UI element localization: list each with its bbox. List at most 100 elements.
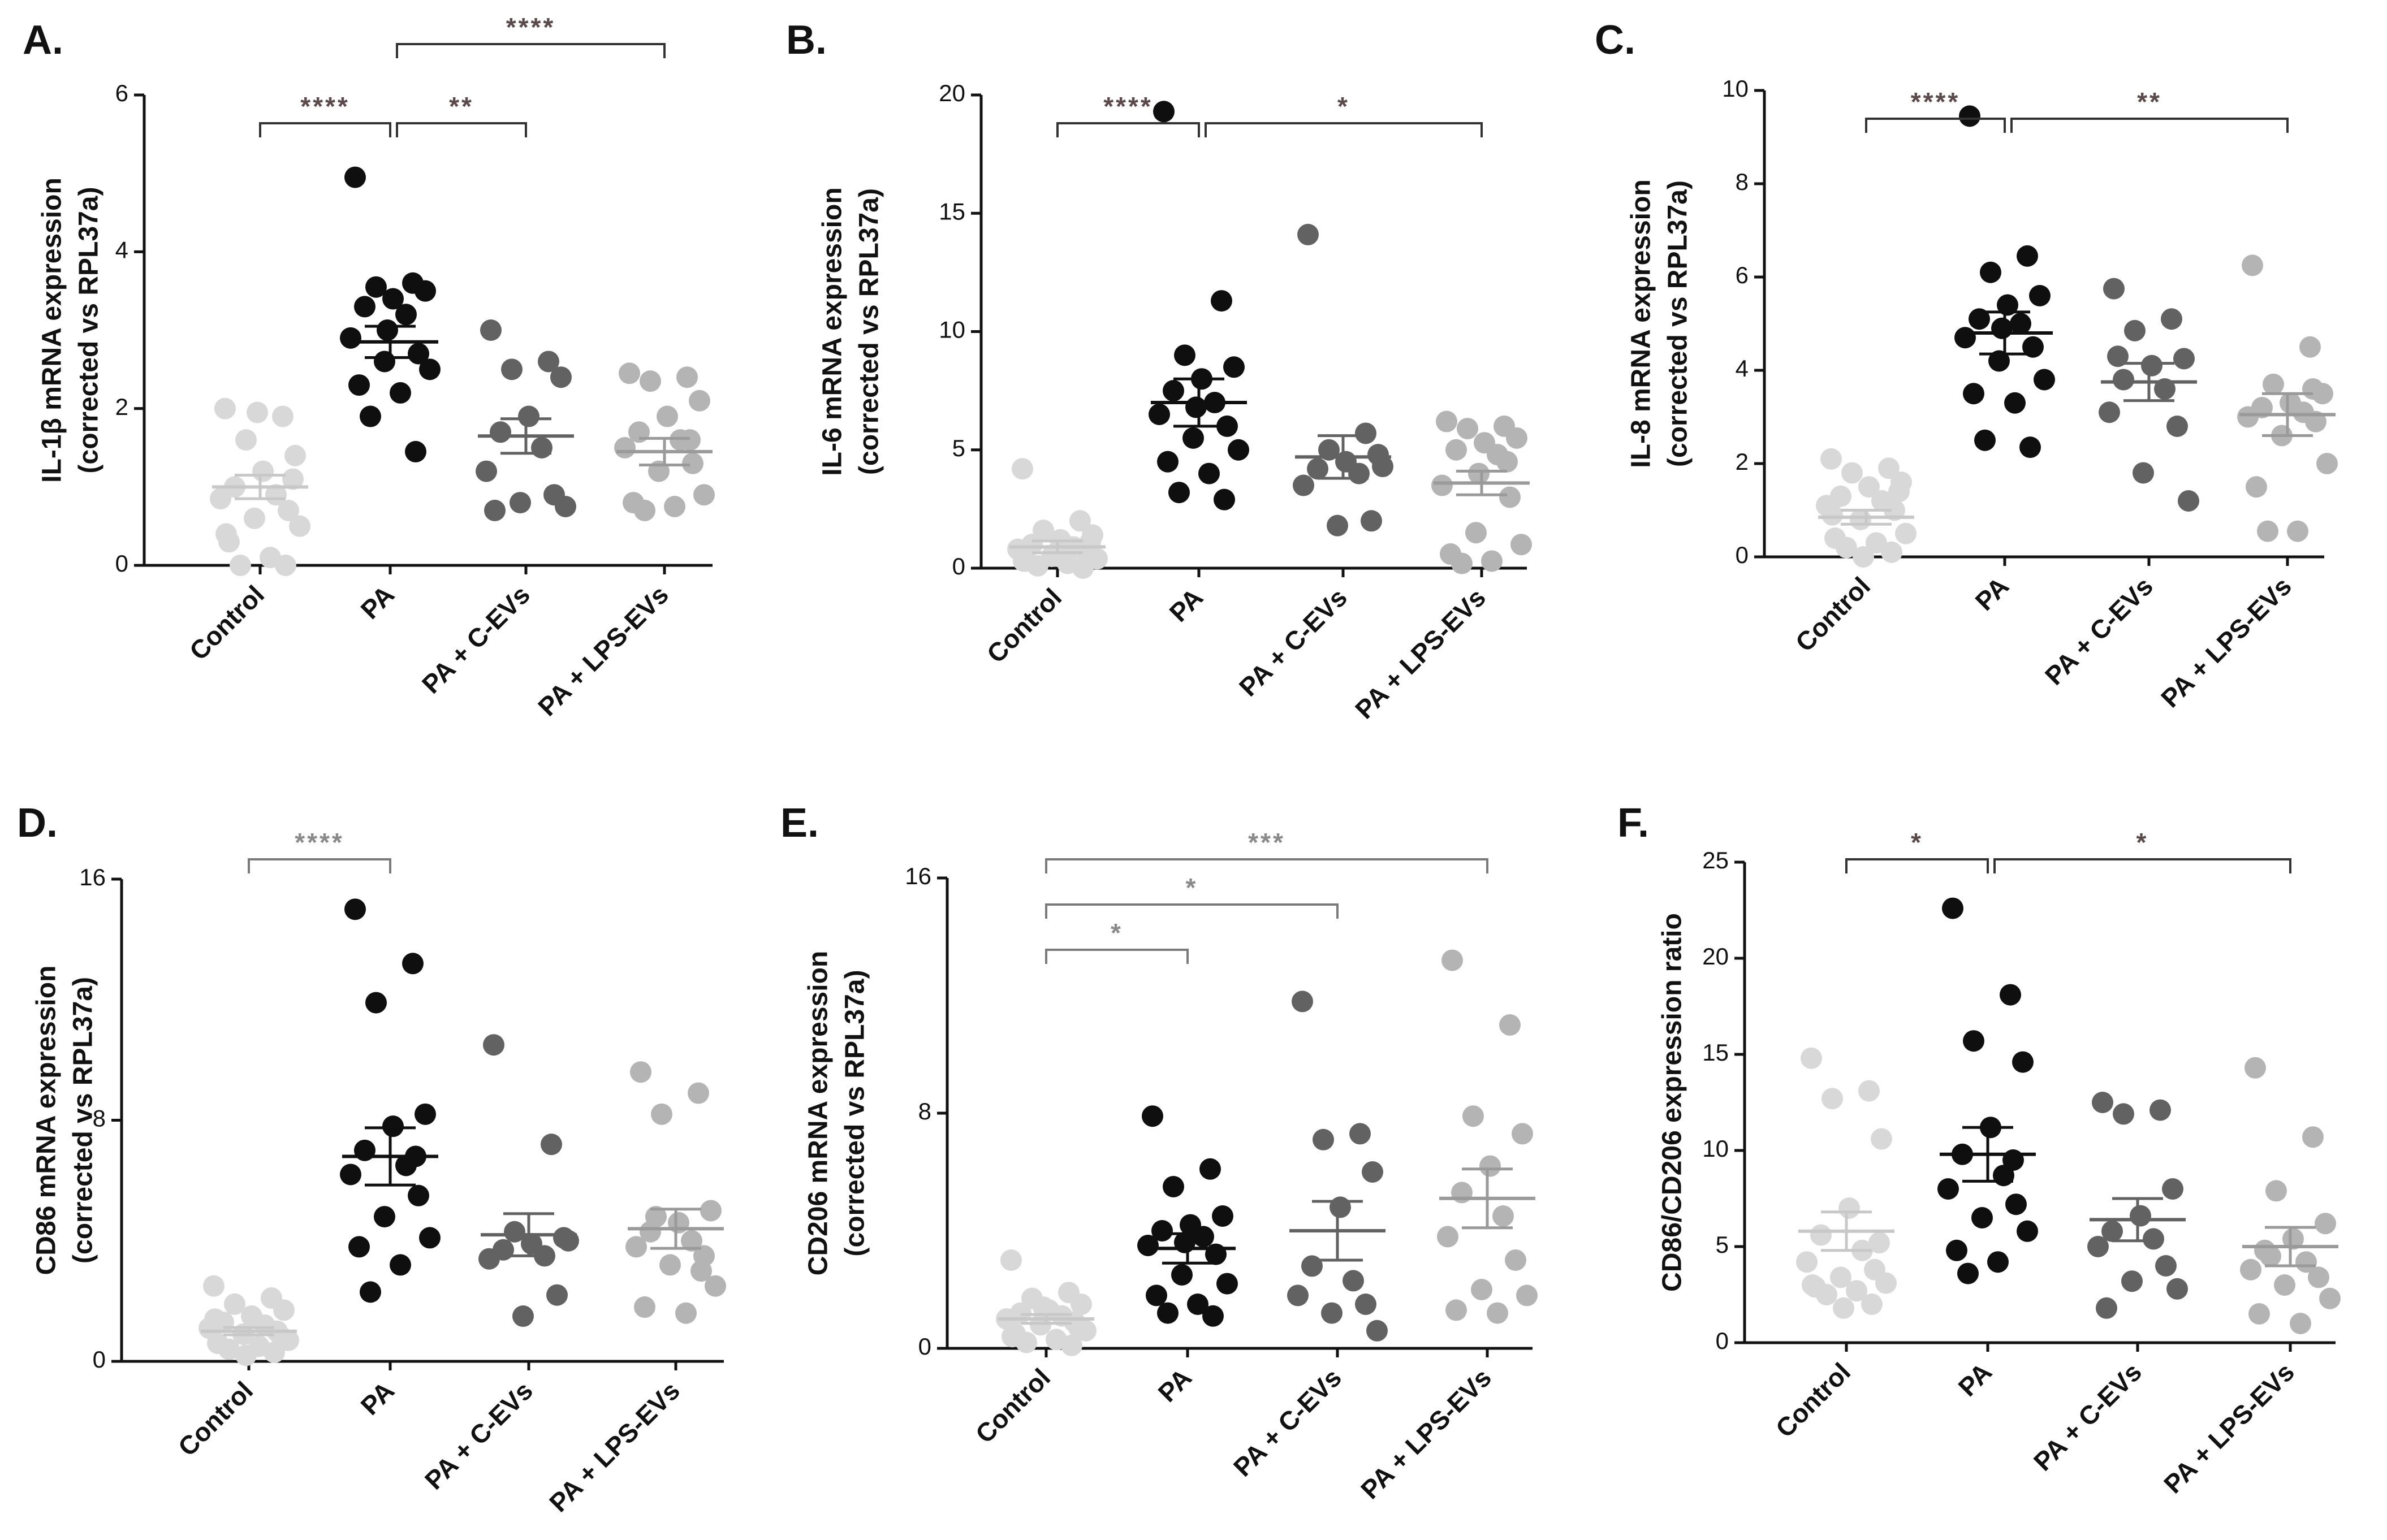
y-axis-label: CD86/CD206 expression ratio	[1657, 913, 1687, 1292]
data-point	[1942, 897, 1963, 919]
data-point	[546, 1284, 568, 1306]
data-point	[2319, 1287, 2341, 1309]
x-category-label: Control	[1790, 571, 1876, 657]
significance-label: ****	[295, 828, 344, 857]
data-point	[1833, 1297, 1854, 1319]
data-point	[478, 1248, 500, 1270]
data-point	[1830, 1266, 1851, 1288]
panel-c: C. IL-8 mRNA expression (corrected vs RPL3…	[1595, 18, 2338, 713]
data-point	[1301, 1255, 1323, 1277]
data-point	[1366, 1320, 1388, 1342]
data-point	[1174, 344, 1195, 366]
data-point	[2012, 1051, 2034, 1073]
data-point	[1307, 458, 1328, 480]
data-point	[1072, 557, 1094, 579]
data-point	[1193, 1226, 1214, 1248]
significance-bracket	[1845, 858, 1989, 873]
significance-bracket	[2010, 118, 2289, 133]
data-point	[2244, 1057, 2266, 1079]
significance-bracket	[1865, 118, 2006, 133]
panel-a: A. IL-1β mRNA expression (corrected vs RPL…	[23, 12, 715, 721]
data-point	[682, 452, 703, 474]
data-point	[1801, 1047, 1822, 1069]
y-tick-label: 0	[93, 1346, 106, 1373]
x-category-label: PA + C-EVs	[2028, 1357, 2147, 1476]
data-point	[1881, 541, 1902, 563]
data-point	[1937, 1178, 1959, 1200]
significance-bracket	[1045, 858, 1488, 873]
y-tick-label: 16	[79, 864, 106, 890]
data-point	[1963, 383, 1984, 405]
data-point	[1343, 1270, 1364, 1292]
data-point	[275, 555, 296, 576]
x-category-label: PA + C-EVs	[416, 579, 536, 699]
data-point	[690, 1260, 712, 1282]
data-point	[235, 429, 257, 451]
data-point	[1997, 294, 2018, 316]
data-point	[1182, 427, 1204, 449]
data-point	[1348, 462, 1370, 485]
data-point	[510, 492, 531, 514]
data-point	[1436, 410, 1457, 432]
data-point	[1505, 1249, 1526, 1271]
data-point	[405, 440, 426, 462]
panel-letter: A.	[23, 18, 63, 63]
x-category-label: Control	[970, 1362, 1056, 1448]
data-point	[2302, 378, 2324, 400]
x-category-label: PA + C-EVs	[419, 1375, 538, 1495]
data-point	[419, 358, 441, 380]
panel-f: F. CD86/CD206 expression ratio 0 5 10 15 20 25 C…	[1617, 801, 2341, 1499]
panel-letter: C.	[1595, 18, 1635, 63]
y-tick-label: 4	[1736, 355, 1749, 382]
x-category-label: PA + LPS-EVs	[543, 1375, 685, 1517]
data-point	[1287, 1284, 1309, 1307]
y-tick-label: 0	[918, 1333, 931, 1360]
data-point	[1971, 1207, 1993, 1228]
data-point	[1796, 1251, 1818, 1273]
y-tick-label: 10	[1702, 1135, 1729, 1162]
data-point	[2004, 392, 2026, 414]
data-point	[2166, 1278, 2188, 1300]
data-point	[1487, 1302, 1508, 1324]
data-point	[1499, 1014, 1521, 1036]
data-point	[1149, 403, 1170, 425]
x-category-label: PA + LPS-EVs	[532, 579, 674, 721]
data-point	[204, 1308, 226, 1330]
data-point	[2133, 462, 2154, 484]
y-tick-label: 8	[93, 1105, 106, 1132]
data-point	[215, 523, 237, 545]
data-point	[2295, 1251, 2317, 1273]
data-point	[2237, 406, 2259, 428]
data-point	[1071, 1294, 1092, 1315]
data-point	[2178, 490, 2199, 512]
data-point	[484, 499, 506, 521]
data-point	[1871, 1128, 1892, 1150]
data-point	[1479, 1155, 1501, 1177]
data-point	[518, 405, 539, 427]
significance-bracket	[1993, 858, 2291, 873]
data-point	[1168, 482, 1190, 504]
data-point	[374, 351, 395, 373]
data-point	[1293, 474, 1314, 496]
data-point	[693, 484, 715, 506]
x-category-label: PA + LPS-EVs	[2155, 571, 2297, 713]
data-point	[377, 319, 398, 341]
data-point	[1292, 990, 1313, 1013]
data-point	[1946, 1239, 1967, 1261]
data-point	[1198, 462, 1220, 485]
panel-letter: F.	[1617, 801, 1649, 846]
significance-label: ****	[1103, 92, 1153, 121]
data-point	[1506, 427, 1527, 449]
data-point	[408, 343, 429, 365]
x-category-label: Control	[1770, 1357, 1856, 1443]
data-point	[1821, 504, 1843, 526]
y-tick-label: 2	[1736, 448, 1749, 475]
x-category-label: Control	[172, 1375, 258, 1461]
significance-label: *	[1337, 92, 1350, 121]
data-point	[2290, 1313, 2311, 1334]
data-point	[1853, 546, 1874, 568]
data-point	[340, 1163, 361, 1186]
data-point	[2265, 1180, 2287, 1202]
data-point	[2308, 1266, 2329, 1288]
data-point	[501, 358, 523, 380]
